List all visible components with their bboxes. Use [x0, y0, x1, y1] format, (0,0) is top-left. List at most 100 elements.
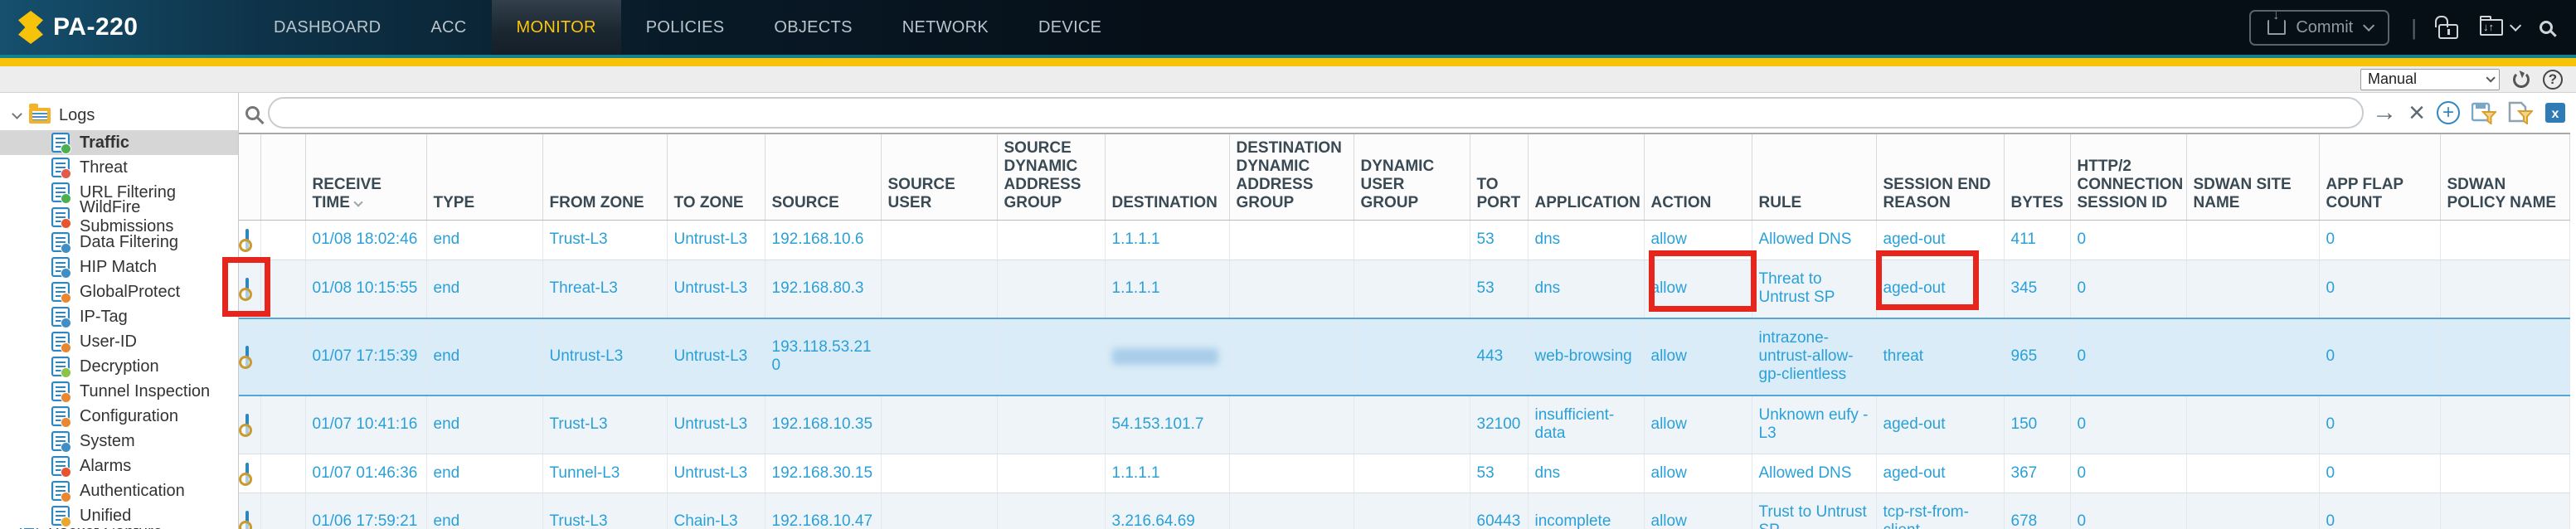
configuration-log-icon [51, 406, 71, 428]
cell-to-port: 32100 [1470, 395, 1529, 454]
sidebar-item-configuration[interactable]: Configuration [0, 404, 238, 429]
collapse-chevron-icon[interactable] [12, 109, 22, 119]
sidebar-item-label: WildFire Submissions [80, 198, 174, 235]
log-detail-magnifier-icon[interactable] [245, 511, 249, 529]
cell-to-port: 60443 [1470, 493, 1529, 529]
col-header-source[interactable]: SOURCE [765, 133, 882, 221]
apply-filter-icon[interactable]: → [2372, 99, 2398, 126]
sidebar-item-threat[interactable]: Threat [0, 155, 238, 180]
sidebar-item-authentication[interactable]: Authentication [0, 478, 238, 503]
col-header-destination[interactable]: DESTINATION [1105, 133, 1230, 221]
cell-source-user [881, 220, 998, 260]
help-icon[interactable]: ? [2543, 69, 2563, 90]
cell-source-dynamic-address-group [997, 260, 1106, 319]
cell-destination-dynamic-address-group [1229, 220, 1354, 260]
cell-type: end [426, 454, 543, 494]
log-detail-magnifier-icon[interactable] [245, 414, 249, 435]
cell-type: end [426, 395, 543, 454]
device-model-label: PA-220 [53, 13, 139, 41]
config-lock-icon[interactable] [2435, 16, 2458, 39]
cell-http2-connection-session-id: 0 [2070, 220, 2187, 260]
sidebar-item-unified[interactable]: Unified [0, 503, 238, 528]
sidebar-item-url-filtering[interactable]: URL Filtering [0, 180, 238, 205]
log-row-3[interactable]: 01/07 17:15:39 end Untrust-L3 Untrust-L3 193… [239, 317, 2570, 396]
log-row-4[interactable]: 01/07 10:41:16 end Trust-L3 Untrust-L3 192.1… [239, 395, 2570, 454]
cell-app-flap-count: 0 [2319, 220, 2441, 260]
log-detail-magnifier-icon[interactable] [245, 277, 249, 298]
sidebar-item-user-id[interactable]: User-ID [0, 329, 238, 354]
col-header-source-user[interactable]: SOURCE USER [881, 133, 998, 221]
log-row-1[interactable]: 01/08 18:02:46 end Trust-L3 Untrust-L3 192.1… [239, 220, 2570, 260]
log-filter-input[interactable] [268, 97, 2365, 129]
cell-bytes: 965 [2004, 317, 2071, 396]
load-filter-icon[interactable] [2508, 101, 2533, 124]
col-header-sdwan-site-name[interactable]: SDWAN SITE NAME [2186, 133, 2320, 221]
cell-http2-connection-session-id: 0 [2070, 454, 2187, 494]
sidebar-item-label: Data Filtering [80, 232, 178, 251]
clear-filter-icon[interactable]: × [2408, 97, 2425, 129]
nav-tab-device[interactable]: DEVICE [1038, 17, 1102, 36]
cell-destination: 3.216.64.69 [1105, 493, 1230, 529]
cell-dynamic-user-group [1354, 395, 1470, 454]
sidebar-item-system[interactable]: System [0, 429, 238, 454]
nav-tab-monitor[interactable]: MONITOR [491, 0, 621, 55]
export-csv-icon[interactable]: x [2544, 102, 2566, 124]
sidebar-item-label: HIP Match [80, 257, 157, 276]
col-header-http-2-connection-session-id[interactable]: HTTP/2 CONNECTION SESSION ID [2070, 133, 2187, 221]
nav-tab-objects[interactable]: OBJECTS [774, 17, 853, 36]
sidebar-item-tunnel-inspection[interactable]: Tunnel Inspection [0, 379, 238, 404]
sidebar-logs-root[interactable]: Logs [0, 101, 238, 130]
log-detail-magnifier-icon[interactable] [245, 346, 249, 366]
sidebar-item-globalprotect[interactable]: GlobalProtect [0, 279, 238, 304]
sidebar-item-traffic[interactable]: Traffic [0, 130, 238, 155]
log-row-6[interactable]: 01/06 17:59:21 end Trust-L3 Chain-L3 192.168… [239, 493, 2570, 529]
col-header-source-dynamic-address-group[interactable]: SOURCE DYNAMIC ADDRESS GROUP [997, 133, 1106, 221]
global-search-icon[interactable] [2540, 21, 2553, 34]
col-header-from-zone[interactable]: FROM ZONE [542, 133, 668, 221]
col-header-bytes[interactable]: BYTES [2004, 133, 2071, 221]
sidebar-item-hip-match[interactable]: HIP Match [0, 255, 238, 279]
log-detail-magnifier-icon[interactable] [245, 462, 249, 483]
nav-right-controls: Commit | [2249, 0, 2576, 55]
cell-source: 192.168.10.6 [765, 220, 882, 260]
sidebar-item-ip-tag[interactable]: IP-Tag [0, 304, 238, 329]
log-row-2[interactable]: 01/08 10:15:55 end Threat-L3 Untrust-L3 192.… [239, 260, 2570, 319]
commit-button[interactable]: Commit [2249, 8, 2390, 46]
col-header-receive-time[interactable]: RECEIVE TIME [305, 133, 427, 221]
col-header-type[interactable]: TYPE [426, 133, 543, 221]
logs-tree: Traffic Threat URL Filtering WildFire Submi… [0, 130, 238, 528]
col-header-application[interactable]: APPLICATION [1528, 133, 1645, 221]
filter-search-icon [245, 105, 260, 120]
refresh-mode-select[interactable]: Manual [2360, 68, 2500, 90]
col-header-destination-dynamic-address-group[interactable]: DESTINATION DYNAMIC ADDRESS GROUP [1229, 133, 1354, 221]
col-header-sdwan-policy-name[interactable]: SDWAN POLICY NAME [2440, 133, 2570, 221]
cell-receive-time: 01/07 10:41:16 [305, 395, 427, 454]
cell-sdwan-site-name [2186, 493, 2320, 529]
sidebar-item-alarms[interactable]: Alarms [0, 454, 238, 478]
cell-app-flap-count: 0 [2319, 317, 2441, 396]
save-filter-icon[interactable] [2472, 101, 2496, 124]
col-header-to-zone[interactable]: TO ZONE [667, 133, 766, 221]
col-header-rule[interactable]: RULE [1752, 133, 1877, 221]
refresh-icon[interactable] [2513, 70, 2530, 88]
nav-tab-dashboard[interactable]: DASHBOARD [274, 17, 382, 36]
cell-to-zone: Untrust-L3 [667, 395, 766, 454]
sidebar-item-data-filtering[interactable]: Data Filtering [0, 230, 238, 255]
nav-tab-policies[interactable]: POLICIES [645, 17, 725, 36]
col-header-dynamic-user-group[interactable]: DYNAMIC USER GROUP [1354, 133, 1470, 221]
col-header-session-end-reason[interactable]: SESSION END REASON [1876, 133, 2005, 221]
col-header-action[interactable]: ACTION [1644, 133, 1752, 221]
sidebar-item-decryption[interactable]: Decryption [0, 354, 238, 379]
log-detail-magnifier-icon[interactable] [245, 229, 249, 250]
sidebar-item-wildfire-submissions[interactable]: WildFire Submissions [0, 198, 238, 235]
col-header-to-port[interactable]: TO PORT [1470, 133, 1529, 221]
cell-action: allow [1644, 317, 1752, 396]
add-filter-icon[interactable]: + [2437, 101, 2460, 124]
nav-tab-acc[interactable]: ACC [430, 17, 467, 36]
col-header-app-flap-count[interactable]: APP FLAP COUNT [2319, 133, 2441, 221]
nav-tab-network[interactable]: NETWORK [902, 17, 989, 36]
filter-actions: → × + x [2372, 99, 2568, 127]
sidebar-item-label: IP-Tag [80, 307, 128, 326]
save-load-config-icon[interactable] [2480, 16, 2503, 36]
log-row-5[interactable]: 01/07 01:46:36 end Tunnel-L3 Untrust-L3 192.… [239, 454, 2570, 494]
